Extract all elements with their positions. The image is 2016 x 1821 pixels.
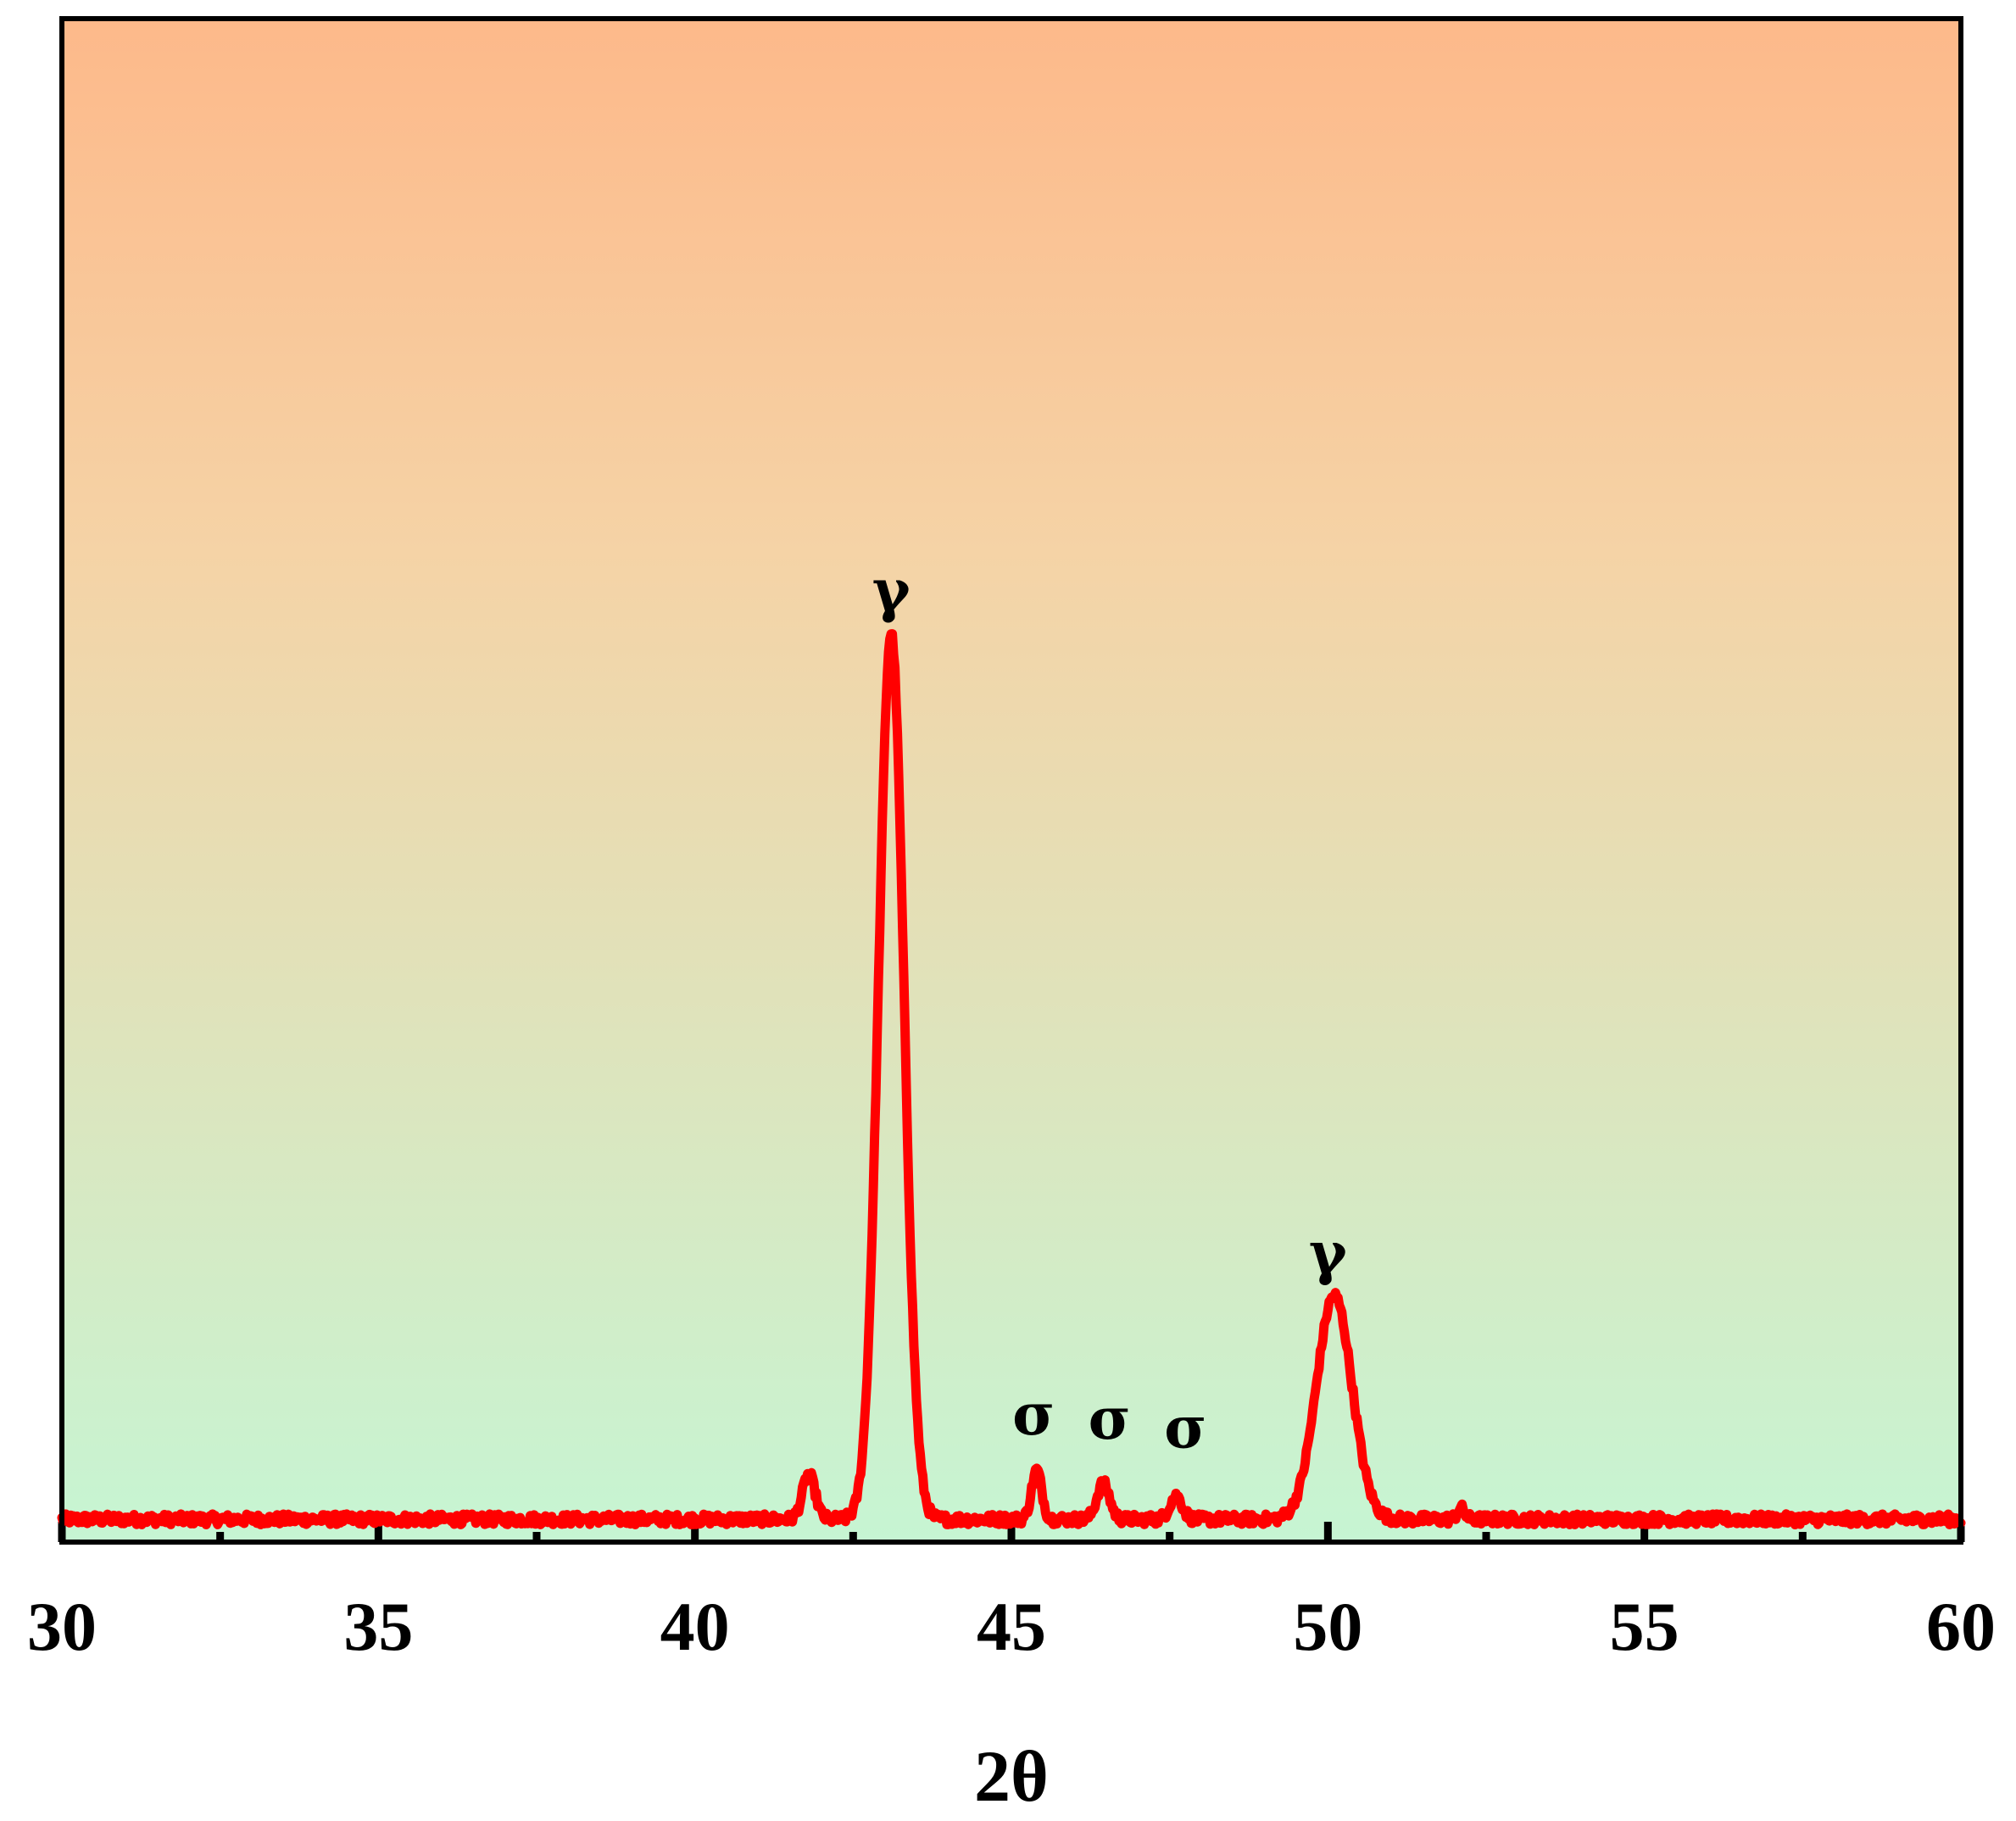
x-tick-label: 45 — [977, 1588, 1046, 1665]
sigma-phase-label: σ — [1089, 1385, 1131, 1453]
gamma-phase-label: γ — [1309, 1220, 1348, 1288]
x-tick-label: 40 — [660, 1588, 730, 1665]
x-tick-label: 55 — [1610, 1588, 1679, 1665]
gamma-phase-label: γ — [872, 557, 911, 625]
x-axis-title: 2θ — [974, 1735, 1049, 1817]
x-tick-label: 35 — [343, 1588, 413, 1665]
x-tick-label: 30 — [27, 1588, 97, 1665]
plot-frame — [59, 16, 1963, 1545]
peak-annotations: γσ σ σγ — [872, 557, 1348, 1462]
xrd-series-line — [57, 629, 1966, 1529]
sigma-phase-label: σ — [1164, 1395, 1206, 1462]
x-tick-label: 60 — [1926, 1588, 1996, 1665]
sigma-phase-label: σ — [1012, 1381, 1055, 1449]
x-axis-tick-labels: 30 35 40 45 50 55 60 — [27, 1588, 1996, 1665]
plot-background — [62, 19, 1961, 1542]
x-tick-label: 50 — [1293, 1588, 1362, 1665]
